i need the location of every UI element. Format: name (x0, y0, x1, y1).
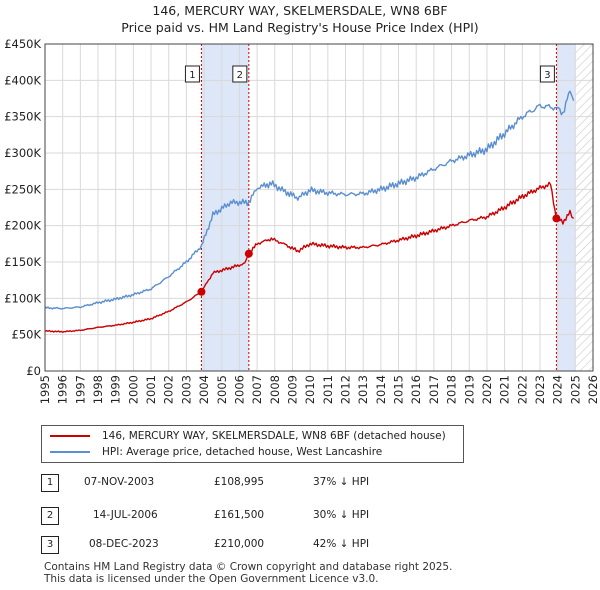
transaction-hpi: 30% ↓ HPI (313, 509, 370, 521)
transaction-row: 2 14-JUL-2006 £161,500 30% ↓ HPI (0, 507, 600, 527)
x-tick-label: 1996 (56, 375, 70, 404)
x-tick-label: 2024 (551, 375, 565, 404)
y-tick-label: £450K (4, 37, 41, 51)
transaction-number: 2 (41, 507, 59, 525)
x-tick-label: 2012 (339, 375, 353, 404)
sale-marker-label: 2 (237, 70, 243, 81)
legend-swatch-property (50, 435, 90, 437)
sale-marker-box (184, 65, 200, 83)
x-tick-label: 2018 (445, 375, 459, 404)
shaded-period (201, 44, 249, 371)
x-tick-label: 1998 (91, 375, 105, 404)
x-tick-label: 2025 (568, 375, 582, 404)
x-tick-label: 2005 (215, 375, 229, 404)
x-tick-label: 2015 (392, 375, 406, 404)
x-tick-label: 2016 (409, 375, 423, 404)
x-tick-label: 2023 (533, 375, 547, 404)
y-tick-label: £150K (4, 255, 41, 269)
transaction-date: 14-JUL-2006 (93, 509, 158, 521)
sale-marker-label: 3 (544, 70, 550, 81)
chart-subtitle: Price paid vs. HM Land Registry's House … (121, 20, 479, 35)
transaction-price: £161,500 (214, 509, 265, 521)
transaction-number: 3 (41, 536, 59, 554)
x-tick-label: 2007 (250, 375, 264, 404)
x-tick-label: 2000 (126, 375, 140, 404)
x-tick-label: 2019 (462, 375, 476, 404)
x-tick-label: 2014 (374, 375, 388, 404)
x-tick-label: 2022 (515, 375, 529, 404)
x-tick-label: 2001 (144, 375, 158, 404)
x-tick-label: 2004 (197, 375, 211, 404)
y-tick-label: £300K (4, 146, 41, 160)
transaction-hpi: 42% ↓ HPI (313, 538, 370, 550)
chart-title: 146, MERCURY WAY, SKELMERSDALE, WN8 6BF (152, 3, 448, 18)
forecast-hatch (575, 44, 593, 371)
x-tick-label: 2010 (303, 375, 317, 404)
transaction-number: 1 (41, 474, 59, 492)
legend: 146, MERCURY WAY, SKELMERSDALE, WN8 6BF … (41, 425, 464, 463)
x-tick-label: 1997 (73, 375, 87, 404)
transaction-date: 08-DEC-2023 (89, 538, 159, 550)
x-tick-label: 2026 (586, 375, 600, 404)
legend-swatch-hpi (50, 451, 90, 453)
transaction-hpi: 37% ↓ HPI (313, 476, 370, 488)
price-chart: 1 2 3 £0 £50K £100K £150K £200K £250K £300K £350K… (4, 37, 600, 404)
legend-label-hpi: HPI: Average price, detached house, West… (102, 446, 383, 458)
x-tick-label: 1999 (109, 375, 123, 404)
x-tick-label: 2008 (268, 375, 282, 404)
transaction-date: 07-NOV-2003 (84, 476, 155, 488)
plot-frame (44, 43, 594, 372)
x-tick-label: 2011 (321, 375, 335, 404)
transaction-price: £108,995 (214, 476, 265, 488)
y-tick-label: £100K (4, 291, 41, 305)
x-tick-label: 2003 (179, 375, 193, 404)
x-tick-label: 1995 (38, 375, 52, 404)
legend-item-hpi: HPI: Average price, detached house, West… (50, 445, 382, 459)
y-tick-label: £50K (12, 328, 42, 342)
sale-marker-label: 1 (189, 70, 195, 81)
series-line-hpi (45, 90, 575, 310)
transaction-row: 1 07-NOV-2003 £108,995 37% ↓ HPI (0, 474, 600, 494)
y-tick-label: £400K (4, 73, 41, 87)
footer-copyright: Contains HM Land Registry data © Crown c… (44, 561, 453, 573)
y-tick-label: £350K (4, 110, 41, 124)
y-tick-label: £0 (26, 364, 41, 378)
x-tick-label: 2020 (480, 375, 494, 404)
sale-marker-box (232, 65, 248, 83)
x-tick-label: 2021 (498, 375, 512, 404)
shaded-period (556, 44, 576, 371)
transaction-row: 3 08-DEC-2023 £210,000 42% ↓ HPI (0, 536, 600, 556)
sale-point (197, 287, 206, 296)
legend-label-property: 146, MERCURY WAY, SKELMERSDALE, WN8 6BF … (102, 430, 446, 442)
x-tick-label: 2013 (356, 375, 370, 404)
footer-licence: This data is licensed under the Open Gov… (44, 573, 379, 585)
y-tick-label: £200K (4, 219, 41, 233)
transaction-price: £210,000 (214, 538, 265, 550)
legend-item-property: 146, MERCURY WAY, SKELMERSDALE, WN8 6BF … (50, 429, 446, 443)
sale-point (244, 249, 253, 258)
x-tick-label: 2017 (427, 375, 441, 404)
x-tick-label: 2006 (232, 375, 246, 404)
series-line-property (45, 181, 575, 333)
x-tick-label: 2009 (285, 375, 299, 404)
sale-marker-box (539, 65, 555, 83)
sale-point (552, 214, 561, 223)
x-tick-label: 2002 (162, 375, 176, 404)
y-tick-label: £250K (4, 182, 41, 196)
